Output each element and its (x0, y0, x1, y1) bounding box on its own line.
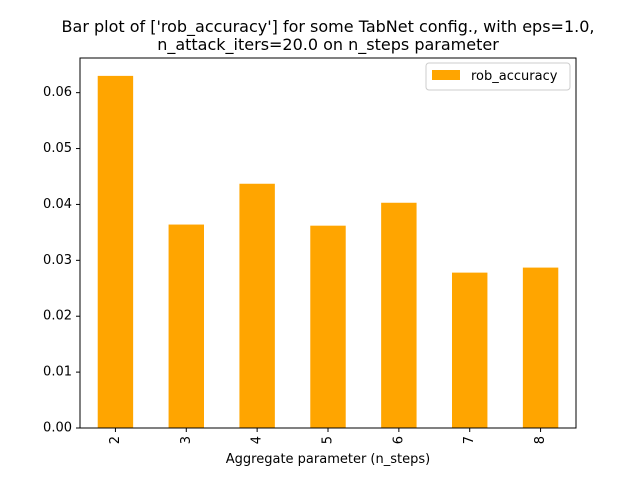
chart-title-line-2: n_attack_iters=20.0 on n_steps parameter (157, 35, 499, 55)
y-tick-label-1: 0.01 (43, 365, 72, 380)
bars-layer (97, 75, 559, 428)
y-tick-label-6: 0.06 (43, 85, 72, 100)
bar-4 (239, 183, 275, 428)
y-tick-label-2: 0.02 (43, 309, 72, 324)
x-axis-ticks: 2 3 4 5 6 7 8 (108, 428, 548, 444)
bar-5 (310, 225, 346, 428)
plot-frame (79, 57, 577, 429)
legend-box (425, 62, 571, 91)
x-tick-label-7: 7 (462, 436, 477, 444)
y-tick-label-4: 0.04 (43, 197, 72, 212)
bar-3 (168, 224, 204, 428)
bar-7 (452, 272, 488, 428)
y-tick-label-3: 0.03 (43, 253, 72, 268)
bar-6 (381, 202, 417, 428)
x-tick-label-8: 8 (533, 436, 548, 444)
y-tick-label-5: 0.05 (43, 141, 72, 156)
chart-title-line-1: Bar plot of ['rob_accuracy'] for some Ta… (62, 17, 595, 37)
legend-label: rob_accuracy (471, 69, 558, 84)
legend: rob_accuracy (425, 62, 571, 91)
x-tick-label-5: 5 (321, 436, 336, 444)
x-tick-label-6: 6 (391, 436, 406, 444)
bar-8 (522, 267, 559, 428)
x-tick-label-4: 4 (250, 436, 265, 444)
x-axis-label: Aggregate parameter (n_steps) (226, 452, 430, 467)
legend-swatch (432, 70, 460, 80)
y-tick-label-0: 0.00 (43, 421, 72, 436)
x-tick-label-3: 3 (179, 436, 194, 444)
y-axis-ticks: 0.00 0.01 0.02 0.03 0.04 0.05 0.06 (43, 85, 80, 436)
bar-2 (97, 75, 134, 428)
x-tick-label-2: 2 (108, 436, 123, 444)
